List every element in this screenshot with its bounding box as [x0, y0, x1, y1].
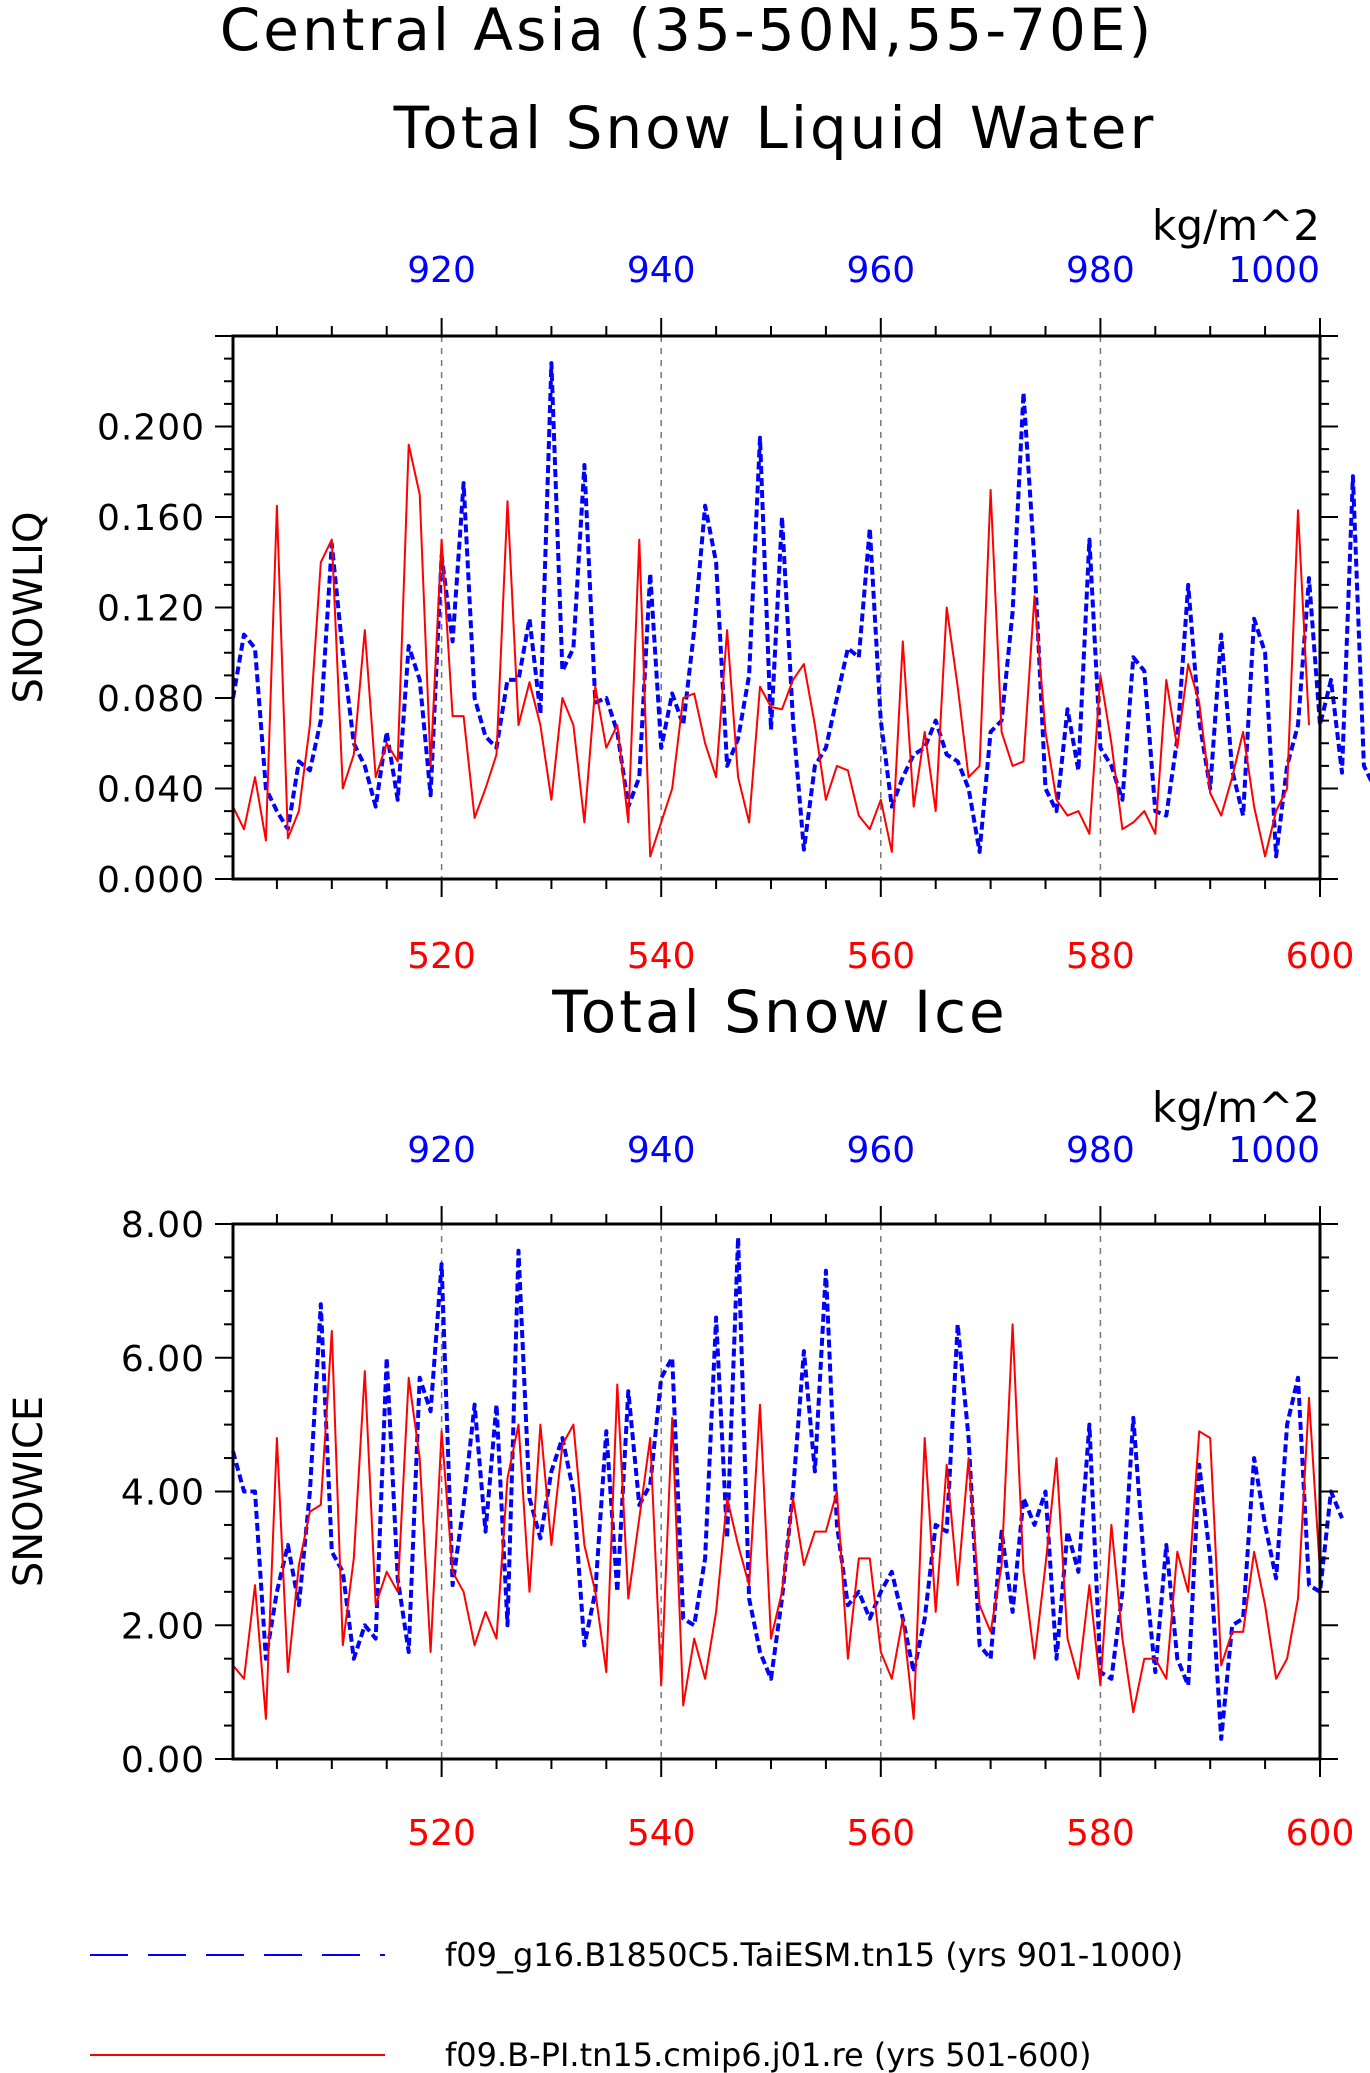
x-tick-label-bottom: 600	[1286, 936, 1355, 977]
x-tick-label-bottom: 520	[407, 936, 476, 977]
x-tick-label-bottom: 580	[1066, 1813, 1135, 1854]
y-axis-label: SNOWLIQ	[6, 512, 52, 704]
y-tick-label: 0.040	[97, 770, 205, 811]
legend-label: f09.B-PI.tn15.cmip6.j01.re (yrs 501-600)	[445, 2036, 1091, 2073]
y-tick-label: 0.000	[97, 860, 205, 901]
series-line-taiesm	[231, 361, 1370, 859]
x-tick-label-bottom: 540	[627, 1813, 696, 1854]
y-tick-label: 4.00	[121, 1473, 205, 1514]
x-tick-label-top: 1000	[1228, 1130, 1320, 1171]
y-tick-label: 2.00	[121, 1606, 205, 1647]
y-tick-label: 0.080	[97, 679, 205, 720]
x-tick-label-bottom: 560	[846, 936, 915, 977]
x-tick-label-top: 960	[846, 1130, 915, 1171]
series-line-cmip6	[232, 1323, 1321, 1720]
x-tick-label-top: 960	[846, 250, 915, 291]
x-tick-label-top: 920	[407, 1130, 476, 1171]
x-tick-label-bottom: 540	[627, 936, 696, 977]
panel-title: Total Snow Ice	[551, 978, 1008, 1046]
series-line-cmip6	[232, 443, 1310, 858]
legend: f09_g16.B1850C5.TaiESM.tn15 (yrs 901-100…	[90, 1936, 1183, 2073]
x-tick-label-bottom: 520	[407, 1813, 476, 1854]
plot-frame	[231, 1222, 1322, 1761]
y-tick-label: 0.00	[121, 1740, 205, 1781]
x-tick-label-top: 940	[627, 250, 696, 291]
panel-title: Total Snow Liquid Water	[393, 94, 1157, 162]
x-tick-label-bottom: 560	[846, 1813, 915, 1854]
x-tick-label-bottom: 580	[1066, 936, 1135, 977]
figure-title: Central Asia (35-50N,55-70E)	[220, 0, 1154, 64]
y-tick-label: 6.00	[121, 1339, 205, 1380]
y-tick-label: 0.160	[97, 498, 205, 539]
y-tick-label: 0.120	[97, 589, 205, 630]
x-tick-label-top: 1000	[1228, 250, 1320, 291]
legend-label: f09_g16.B1850C5.TaiESM.tn15 (yrs 901-100…	[445, 1936, 1183, 1974]
x-tick-label-top: 920	[407, 250, 476, 291]
units-label: kg/m^2	[1152, 201, 1320, 250]
x-tick-label-bottom: 600	[1286, 1813, 1355, 1854]
y-axis-label: SNOWICE	[6, 1396, 52, 1587]
y-tick-label: 8.00	[121, 1205, 205, 1246]
x-tick-label-top: 980	[1066, 1130, 1135, 1171]
panel-snowice: Total Snow Ice kg/m^2 0.00 2.00 4.00 6.00 8.00…	[6, 978, 1354, 1854]
units-label: kg/m^2	[1152, 1083, 1320, 1132]
panel-snowliq: Total Snow Liquid Water kg/m^2 0.000 0.040 0…	[6, 94, 1370, 977]
y-tick-label: 0.200	[97, 408, 205, 449]
x-tick-label-top: 940	[627, 1130, 696, 1171]
series-line-taiesm	[231, 1235, 1344, 1741]
x-tick-label-top: 980	[1066, 250, 1135, 291]
